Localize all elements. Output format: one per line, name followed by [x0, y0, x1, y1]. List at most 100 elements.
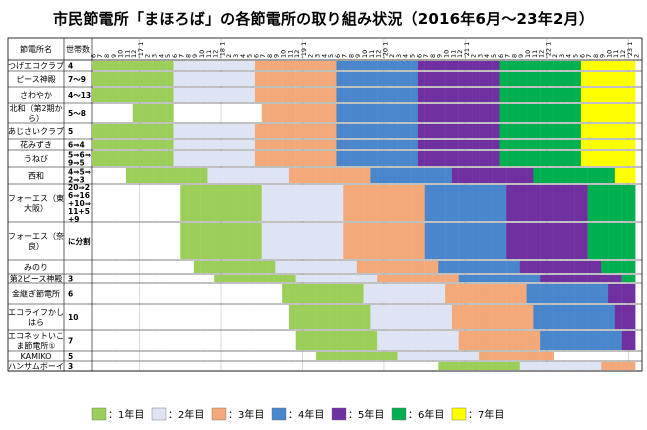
- bar-segment: [193, 151, 201, 166]
- bar-segment: [261, 61, 269, 70]
- bar-segment: [404, 305, 412, 329]
- bar-segment: [628, 185, 636, 221]
- bar-segment: [370, 124, 378, 138]
- bar-segment: [329, 104, 337, 122]
- bar-segment: [227, 168, 235, 183]
- bar-segment: [268, 261, 276, 273]
- bar-segment: [125, 124, 133, 138]
- bar-segment: [567, 284, 575, 303]
- bar-segment: [451, 331, 459, 350]
- bar-segment: [431, 284, 439, 303]
- bar-segment: [506, 331, 514, 350]
- bar-segment: [322, 261, 330, 273]
- bar-segment: [512, 140, 520, 149]
- bar-segment: [431, 185, 439, 221]
- bar-segment: [472, 151, 480, 166]
- bar-segment: [506, 362, 514, 370]
- row-label: エコネットいこ: [8, 332, 64, 341]
- bar-segment: [574, 261, 582, 273]
- bar-segment: [546, 124, 554, 138]
- bar-segment: [92, 151, 99, 166]
- bar-segment: [166, 72, 174, 86]
- bar-segment: [546, 275, 554, 282]
- month-tick: '21 1: [463, 42, 471, 58]
- bar-segment: [397, 261, 405, 273]
- bar-segment: [587, 275, 595, 282]
- bar-segment: [261, 88, 269, 102]
- bar-segment: [512, 104, 520, 122]
- bar-segment: [608, 140, 616, 149]
- month-tick: 5: [246, 54, 254, 58]
- bar-segment: [417, 124, 425, 138]
- bar-segment: [146, 104, 154, 122]
- bar-segment: [132, 88, 140, 102]
- bar-segment: [275, 275, 283, 282]
- bar-segment: [92, 72, 99, 86]
- bar-segment: [485, 140, 493, 149]
- bar-segment: [506, 305, 514, 329]
- bar-segment: [424, 331, 432, 350]
- bar-segment: [105, 151, 113, 166]
- bar-segment: [336, 140, 344, 149]
- bar-segment: [567, 305, 575, 329]
- bar-segment: [377, 352, 385, 360]
- bar-segment: [567, 124, 575, 138]
- bar-segment: [479, 61, 487, 70]
- bar-segment: [485, 305, 493, 329]
- bar-segment: [383, 61, 391, 70]
- bar-segment: [383, 352, 391, 360]
- bar-segment: [261, 104, 269, 122]
- bar-segment: [356, 275, 364, 282]
- bar-segment: [417, 352, 425, 360]
- bar-segment: [526, 223, 534, 259]
- bar-segment: [614, 223, 622, 259]
- bar-segment: [343, 124, 351, 138]
- legend-swatch: [91, 407, 107, 421]
- month-tick: 3: [313, 54, 321, 58]
- month-tick: 8: [429, 54, 437, 58]
- bar-segment: [350, 331, 358, 350]
- bar-segment: [268, 124, 276, 138]
- bar-segment: [234, 124, 242, 138]
- bar-segment: [424, 352, 432, 360]
- bar-segment: [356, 72, 364, 86]
- bar-segment: [329, 185, 337, 221]
- bar-segment: [329, 223, 337, 259]
- bar-segment: [492, 284, 500, 303]
- bar-segment: [472, 104, 480, 122]
- bar-segment: [363, 185, 371, 221]
- bar-segment: [363, 275, 371, 282]
- bar-segment: [153, 88, 161, 102]
- bar-segment: [465, 104, 473, 122]
- bar-segment: [553, 305, 561, 329]
- bar-segment: [322, 168, 330, 183]
- bar-segment: [601, 124, 609, 138]
- bar-segment: [295, 223, 303, 259]
- bar-segment: [295, 140, 303, 149]
- bar-segment: [322, 104, 330, 122]
- bar-segment: [261, 124, 269, 138]
- bar-segment: [445, 331, 453, 350]
- bar-segment: [187, 223, 195, 259]
- bar-segment: [241, 124, 249, 138]
- bar-segment: [200, 61, 208, 70]
- bar-segment: [411, 331, 419, 350]
- bar-segment: [601, 61, 609, 70]
- bar-segment: [614, 72, 622, 86]
- bar-segment: [445, 185, 453, 221]
- bar-segment: [601, 362, 609, 370]
- bar-segment: [241, 151, 249, 166]
- bar-segment: [302, 168, 310, 183]
- bar-segment: [594, 284, 602, 303]
- bar-segment: [268, 72, 276, 86]
- bar-segment: [363, 168, 371, 183]
- bar-segment: [499, 284, 507, 303]
- bar-segment: [248, 72, 256, 86]
- bar-segment: [98, 72, 106, 86]
- bar-segment: [275, 88, 283, 102]
- bar-segment: [492, 140, 500, 149]
- bar-segment: [485, 223, 493, 259]
- bar-segment: [234, 61, 242, 70]
- bar-segment: [248, 151, 256, 166]
- bar-segment: [200, 168, 208, 183]
